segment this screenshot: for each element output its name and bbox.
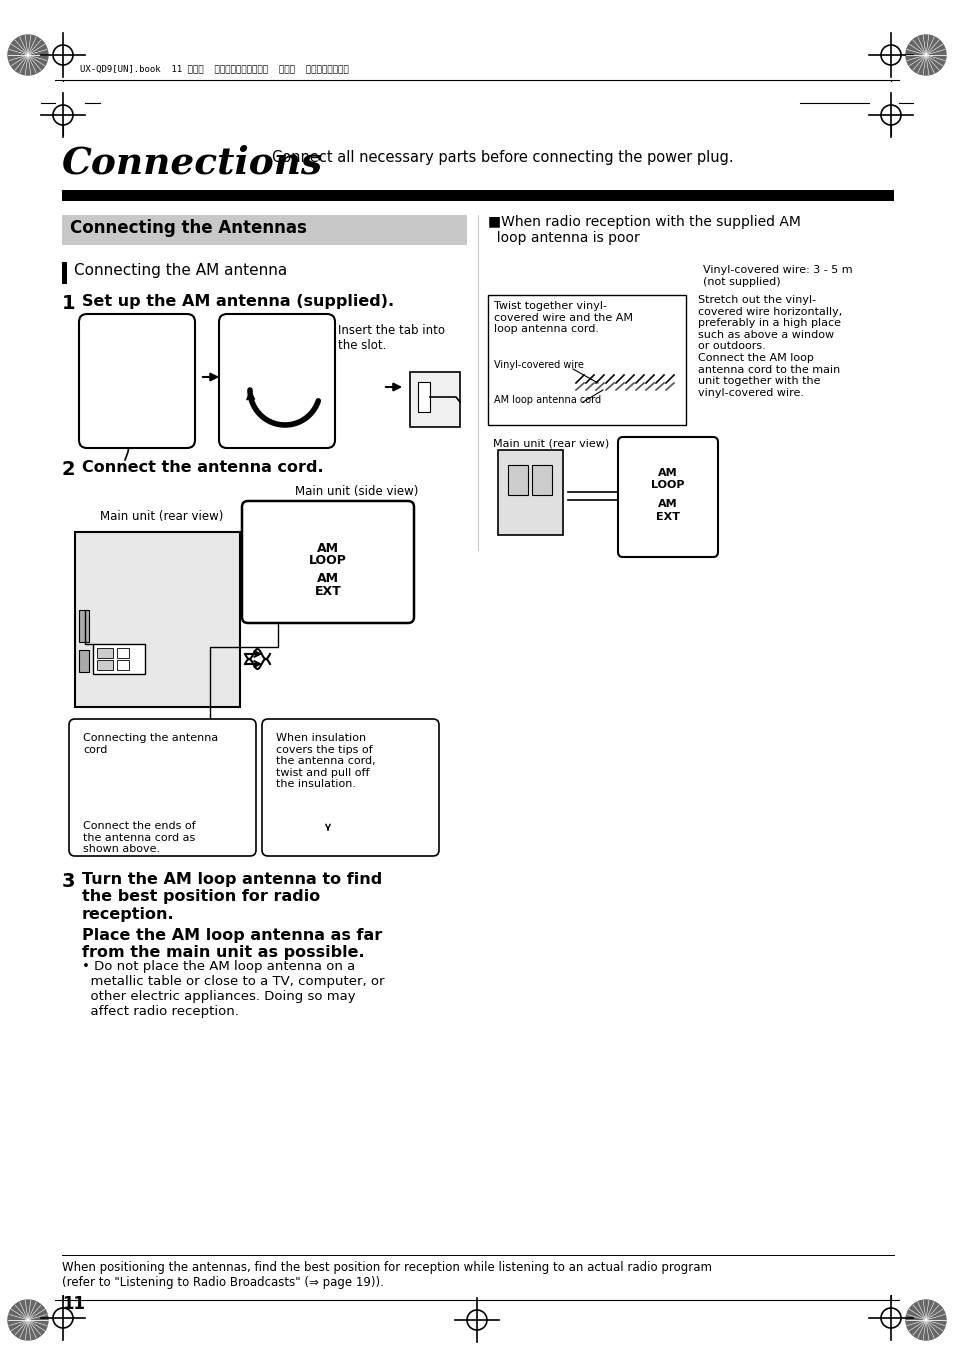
Text: EXT: EXT [656,512,679,521]
Bar [497,450,562,535]
Bar [117,648,129,658]
Bar [83,767,138,817]
Bar [410,372,459,427]
Bar [417,382,430,412]
Text: 3: 3 [62,871,75,892]
Text: Connections: Connections [62,145,323,182]
Bar [117,363,131,384]
Text: 11: 11 [62,1296,85,1313]
Text: When insulation
covers the tips of
the antenna cord,
twist and pull off
the insu: When insulation covers the tips of the a… [275,734,375,789]
Circle shape [167,639,172,644]
Bar [488,295,685,426]
Text: Connecting the AM antenna: Connecting the AM antenna [74,263,287,278]
Circle shape [905,35,945,76]
Text: Connect the ends of
the antenna cord as
shown above.: Connect the ends of the antenna cord as … [83,821,195,854]
FancyBboxPatch shape [79,313,194,449]
Text: • Do not place the AM loop antenna on a
  metallic table or close to a TV, compu: • Do not place the AM loop antenna on a … [82,961,384,1019]
Bar [507,465,527,494]
Bar [293,835,373,844]
Text: Main unit (side view): Main unit (side view) [294,485,418,499]
Bar [79,650,89,671]
Text: AM loop antenna cord: AM loop antenna cord [494,394,600,405]
Text: Connect the antenna cord.: Connect the antenna cord. [82,459,323,476]
Text: Vinyl-covered wire: Vinyl-covered wire [494,359,583,370]
Circle shape [8,1300,48,1340]
Text: Twist together vinyl-
covered wire and the AM
loop antenna cord.: Twist together vinyl- covered wire and t… [494,301,633,334]
Text: Stretch out the vinyl-
covered wire horizontally,
preferably in a high place
suc: Stretch out the vinyl- covered wire hori… [698,295,841,397]
Circle shape [193,576,196,580]
Text: Set up the AM antenna (supplied).: Set up the AM antenna (supplied). [82,295,394,309]
Text: Connecting the Antennas: Connecting the Antennas [70,219,307,236]
FancyBboxPatch shape [242,501,414,623]
Bar [117,661,129,670]
Bar [135,363,149,384]
Text: Turn the AM loop antenna to find
the best position for radio
reception.: Turn the AM loop antenna to find the bes… [82,871,382,921]
Bar [635,450,659,467]
Text: 2: 2 [62,459,75,480]
Bar [75,532,240,707]
Text: Vinyl-covered wire: 3 - 5 m
(not supplied): Vinyl-covered wire: 3 - 5 m (not supplie… [702,265,852,286]
Bar [97,648,112,658]
Bar [97,661,112,670]
Text: 1: 1 [62,295,75,313]
FancyBboxPatch shape [69,719,255,857]
Text: Connect all necessary parts before connecting the power plug.: Connect all necessary parts before conne… [272,150,733,165]
Text: LOOP: LOOP [651,480,684,490]
Bar [62,190,893,201]
Text: AM: AM [658,467,677,478]
Bar [62,215,467,245]
FancyBboxPatch shape [618,436,718,557]
Bar [62,262,67,284]
Bar [293,815,348,825]
Bar [145,767,200,817]
Bar [79,611,89,642]
Text: EXT: EXT [314,585,341,598]
Text: Connecting the antenna
cord: Connecting the antenna cord [83,734,218,755]
Bar [92,644,145,674]
Text: When positioning the antennas, find the best position for reception while listen: When positioning the antennas, find the … [62,1260,711,1289]
FancyBboxPatch shape [219,313,335,449]
Text: Insert the tab into
the slot.: Insert the tab into the slot. [337,324,444,353]
Circle shape [8,35,48,76]
Text: AM: AM [316,542,338,555]
Text: Main unit (rear view): Main unit (rear view) [100,509,223,523]
Text: AM: AM [316,571,338,585]
Text: UX-QD9[UN].book  11 ページ  ２００４年９月２８日  火曜日  午前１０時５４分: UX-QD9[UN].book 11 ページ ２００４年９月２８日 火曜日 午前… [80,65,349,73]
FancyBboxPatch shape [262,719,438,857]
Text: AM: AM [658,499,677,509]
Bar [110,353,165,390]
Circle shape [905,1300,945,1340]
Bar [532,465,552,494]
Text: Place the AM loop antenna as far
from the main unit as possible.: Place the AM loop antenna as far from th… [82,928,382,961]
Text: LOOP: LOOP [309,554,347,567]
Text: ■When radio reception with the supplied AM
  loop antenna is poor: ■When radio reception with the supplied … [488,215,800,245]
Text: Main unit (rear view): Main unit (rear view) [493,438,609,449]
Bar [268,515,297,534]
